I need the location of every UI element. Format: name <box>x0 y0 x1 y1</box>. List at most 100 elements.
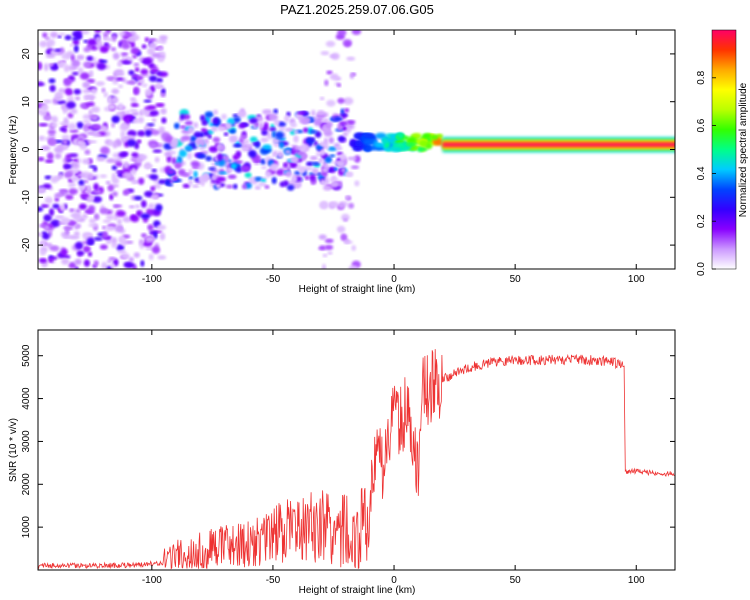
noise-blob <box>107 103 116 111</box>
x-tick-label: -50 <box>266 274 281 285</box>
noise-blob <box>144 129 152 137</box>
noise-blob <box>49 245 59 251</box>
noise-blob <box>43 99 52 104</box>
noise-blob <box>193 131 202 139</box>
colorbar: 0.0 0.2 0.4 0.6 0.8 Normalized spectral ampl… <box>696 29 749 276</box>
noise-blob <box>148 38 157 42</box>
noise-blob <box>130 42 136 48</box>
noise-blob <box>111 165 118 171</box>
noise-blob <box>99 207 109 215</box>
noise-blob <box>121 42 131 50</box>
noise-blob <box>207 134 212 139</box>
noise-blob <box>273 150 278 156</box>
noise-blob <box>110 47 117 52</box>
noise-blob <box>87 173 94 181</box>
noise-blob <box>42 232 50 240</box>
noise-blob <box>131 152 139 158</box>
noise-blob <box>324 164 330 171</box>
figure-title: PAZ1.2025.259.07.06.G05 <box>280 2 434 17</box>
noise-blob <box>160 93 166 98</box>
noise-blob <box>143 99 152 103</box>
noise-blob <box>58 32 66 36</box>
noise-blob <box>338 201 345 209</box>
noise-blob <box>261 130 268 136</box>
noise-blob <box>82 114 93 120</box>
noise-blob <box>171 157 177 165</box>
y-tick-label: -20 <box>21 237 32 252</box>
noise-blob <box>99 59 108 64</box>
noise-blob <box>125 117 130 125</box>
noise-blob <box>105 214 115 221</box>
noise-blob <box>54 146 64 154</box>
noise-blob <box>132 118 140 124</box>
noise-blob <box>114 225 123 233</box>
noise-blob <box>99 244 108 250</box>
noise-blob <box>346 56 356 61</box>
noise-blob <box>340 153 347 161</box>
signal-blob <box>411 132 422 139</box>
noise-blob <box>178 149 187 158</box>
noise-blob <box>72 30 82 38</box>
noise-blob <box>343 240 354 244</box>
noise-blob <box>343 40 352 48</box>
x-tick-label: 0 <box>391 274 397 285</box>
noise-blob <box>184 120 193 126</box>
noise-blob <box>86 55 93 62</box>
noise-blob <box>99 45 109 54</box>
noise-blob <box>68 262 77 269</box>
noise-blob <box>199 132 205 138</box>
noise-blob <box>38 206 44 212</box>
noise-blob <box>43 115 53 121</box>
noise-blob <box>346 173 353 178</box>
noise-blob <box>289 156 300 164</box>
noise-blob <box>133 87 139 95</box>
noise-blob <box>323 137 328 144</box>
noise-blob <box>143 164 154 169</box>
noise-blob <box>70 54 75 62</box>
noise-blob <box>152 149 163 153</box>
y-tick-label: 0 <box>21 146 32 152</box>
noise-blob <box>354 155 361 163</box>
noise-blob <box>130 214 137 220</box>
noise-blob <box>247 149 257 158</box>
noise-blob <box>117 61 123 67</box>
noise-blob <box>198 146 206 150</box>
noise-blob <box>43 63 49 72</box>
noise-blob <box>63 226 74 231</box>
noise-blob <box>96 156 106 162</box>
noise-blob <box>238 123 246 129</box>
noise-blob <box>260 178 267 183</box>
noise-blob <box>73 169 80 174</box>
noise-blob <box>103 42 109 47</box>
noise-blob <box>125 240 134 244</box>
noise-blob <box>182 183 190 189</box>
noise-blob <box>102 225 107 230</box>
noise-blob <box>217 153 223 162</box>
noise-blob <box>108 256 116 261</box>
noise-blob <box>141 74 150 78</box>
noise-blob <box>38 82 45 87</box>
noise-blob <box>38 62 42 70</box>
noise-blob <box>115 170 124 174</box>
noise-blob <box>348 265 359 269</box>
noise-blob <box>140 200 147 208</box>
noise-blob <box>346 127 351 134</box>
y-tick-label: -10 <box>21 190 32 205</box>
noise-blob <box>48 63 54 67</box>
noise-blob <box>165 135 174 144</box>
noise-blob <box>50 123 58 127</box>
noise-blob <box>291 175 298 183</box>
snr-frame <box>37 329 676 571</box>
noise-blob <box>77 140 83 145</box>
noise-blob <box>324 79 329 87</box>
signal-blob <box>390 146 402 152</box>
noise-blob <box>40 239 47 248</box>
noise-blob <box>240 165 251 172</box>
noise-blob <box>70 212 81 218</box>
noise-blob <box>82 89 92 94</box>
noise-blob <box>101 87 106 93</box>
noise-blob <box>69 208 75 213</box>
noise-blob <box>240 134 247 140</box>
noise-blob <box>236 160 243 164</box>
noise-blob <box>322 253 328 258</box>
